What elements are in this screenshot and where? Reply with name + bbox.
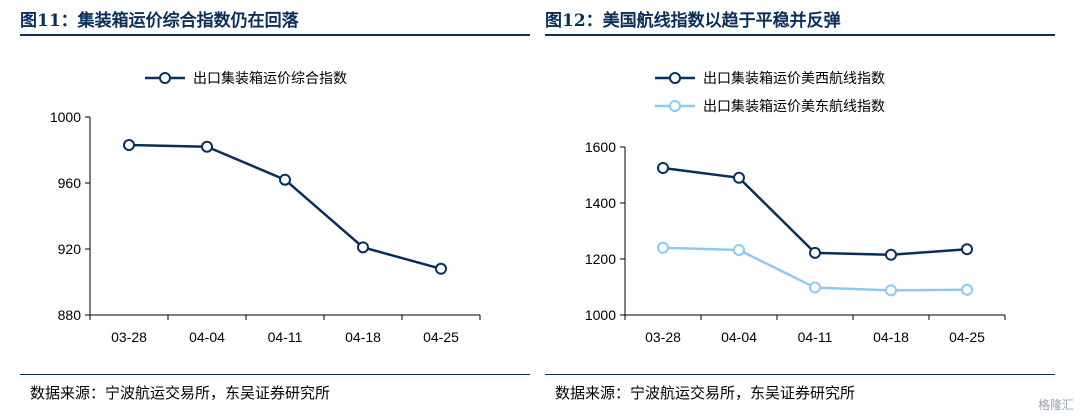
legend-swatch-marker [669, 100, 681, 112]
figure-11-source: 数据来源：宁波航运交易所，东吴证券研究所 [30, 384, 331, 402]
data-point [885, 284, 897, 297]
figure-12-title: 图12：美国航线指数以趋于平稳并反弹 [545, 11, 841, 31]
data-point [733, 244, 745, 257]
title-rule [545, 34, 1055, 36]
data-point [885, 248, 897, 261]
y-tick-label: 1200 [585, 251, 616, 267]
figure-11-panel: 图11：集装箱运价综合指数仍在回落 880 920 960 1000 03-28 04-0… [20, 0, 530, 417]
legend-label: 出口集装箱运价综合指数 [193, 70, 347, 87]
data-point [809, 246, 821, 259]
x-tick-label: 04-25 [949, 329, 985, 345]
x-tick-label: 04-18 [873, 329, 909, 345]
y-tick-label: 1000 [50, 109, 81, 125]
series-line [128, 143, 442, 271]
figure-12-panel: 图12：美国航线指数以趋于平稳并反弹 1000 1200 1400 1600 03-28… [545, 0, 1055, 417]
us-route-index-line-chart: 1000 1200 1400 1600 03-28 04-04 04-11 04-18 04-2… [585, 70, 1006, 345]
data-point [657, 241, 669, 254]
x-tick-label: 03-28 [111, 329, 147, 345]
y-tick-label: 880 [58, 307, 82, 323]
data-point [961, 243, 973, 256]
data-point [279, 173, 291, 186]
figure-12-source: 数据来源：宁波航运交易所，东吴证券研究所 [555, 384, 856, 402]
legend-label: 出口集装箱运价美东航线指数 [703, 98, 885, 115]
data-point [657, 162, 669, 174]
figure-11-title: 图11：集装箱运价综合指数仍在回落 [20, 11, 299, 31]
x-tick-label: 04-25 [423, 329, 459, 345]
legend-swatch-marker [159, 72, 171, 84]
source-rule [545, 374, 1055, 375]
x-tick-label: 04-11 [268, 329, 303, 345]
y-tick-label: 920 [58, 241, 82, 257]
x-tick-label: 03-28 [645, 329, 681, 345]
legend-label: 出口集装箱运价美西航线指数 [703, 70, 885, 87]
data-point [733, 171, 745, 184]
source-rule [20, 374, 530, 375]
y-tick-label: 1000 [585, 307, 616, 323]
composite-index-line-chart: 880 920 960 1000 03-28 04-04 04-11 04-18 04-25 出口… [50, 70, 481, 345]
x-tick-label: 04-04 [189, 329, 225, 345]
data-point [123, 139, 135, 152]
x-tick-label: 04-04 [721, 329, 757, 345]
data-point [201, 140, 213, 153]
x-tick-label: 04-11 [798, 329, 833, 345]
data-point [961, 283, 973, 296]
series-line [662, 166, 968, 257]
y-tick-label: 1600 [585, 139, 616, 155]
data-point [809, 281, 821, 294]
data-point [357, 241, 369, 254]
legend-swatch-marker [669, 72, 681, 84]
watermark-logo: 格隆汇 [1037, 398, 1074, 412]
y-tick-label: 1400 [585, 195, 616, 211]
title-rule [20, 34, 530, 36]
data-point [435, 262, 447, 275]
y-tick-label: 960 [58, 175, 82, 191]
x-tick-label: 04-18 [345, 329, 381, 345]
